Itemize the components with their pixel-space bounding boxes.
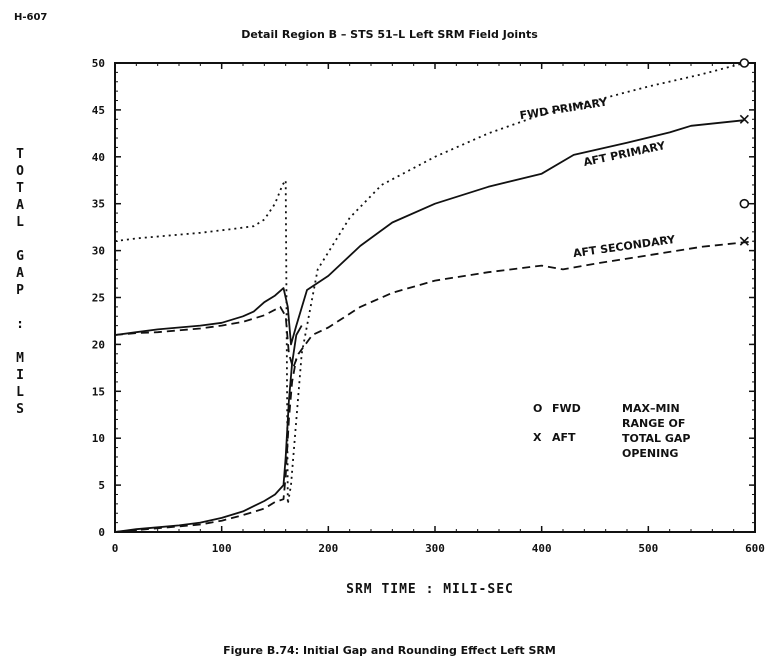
series-initial-3 bbox=[114, 325, 303, 533]
y-tick-label: 0 bbox=[98, 526, 105, 539]
series-lines bbox=[114, 62, 756, 533]
y-axis-label-char: L bbox=[16, 385, 24, 400]
legend: O FWD X AFT MAX–MIN RANGE OF TOTAL GAP OPENING bbox=[533, 402, 690, 460]
y-tick-label: 25 bbox=[92, 292, 105, 305]
x-tick-label: 0 bbox=[112, 542, 119, 555]
axes bbox=[114, 62, 756, 533]
y-tick-label: 40 bbox=[92, 151, 105, 164]
legend-note-line: RANGE OF bbox=[622, 417, 685, 430]
y-tick-label: 45 bbox=[92, 104, 105, 117]
range-markers bbox=[739, 58, 750, 246]
legend-note-line: MAX–MIN bbox=[622, 402, 680, 415]
y-axis-label-char: S bbox=[16, 402, 24, 417]
figure-caption: Figure B.74: Initial Gap and Rounding Ef… bbox=[223, 644, 556, 657]
y-axis-label-char: P bbox=[16, 283, 24, 298]
y-axis-label-char: T bbox=[16, 147, 24, 162]
aft-range-marker bbox=[739, 236, 749, 246]
legend-label: FWD bbox=[552, 402, 581, 415]
legend-symbol: X bbox=[533, 431, 542, 444]
fwd-range-marker bbox=[739, 198, 750, 209]
x-tick-label: 200 bbox=[318, 542, 338, 555]
y-axis-label-char: T bbox=[16, 181, 24, 196]
chart-title: Detail Region B – STS 51–L Left SRM Fiel… bbox=[241, 28, 538, 41]
y-tick-label: 10 bbox=[92, 432, 105, 445]
series-aft-secondary bbox=[114, 240, 756, 369]
aft-marker-stroke bbox=[739, 114, 749, 124]
y-axis-label-char: O bbox=[16, 164, 24, 179]
y-axis-label-char: A bbox=[16, 198, 24, 213]
y-axis-label-char: : bbox=[16, 317, 24, 332]
y-tick-label: 30 bbox=[92, 245, 105, 258]
x-tick-label: 100 bbox=[212, 542, 232, 555]
y-tick-label: 15 bbox=[92, 385, 105, 398]
x-tick-label: 400 bbox=[532, 542, 552, 555]
y-axis-label-char: I bbox=[16, 368, 24, 383]
x-tick-label: 600 bbox=[745, 542, 765, 555]
x-tick-label: 300 bbox=[425, 542, 445, 555]
fwd-range-marker bbox=[739, 58, 750, 68]
series-fwd-primary bbox=[114, 62, 745, 505]
y-axis-label-char: L bbox=[16, 215, 24, 230]
legend-label: AFT bbox=[552, 431, 576, 444]
y-tick-label: 35 bbox=[92, 198, 105, 211]
page-id: H-607 bbox=[14, 12, 48, 23]
legend-note-line: TOTAL GAP bbox=[622, 432, 690, 445]
aft-marker-stroke bbox=[739, 236, 749, 246]
y-tick-label: 20 bbox=[92, 338, 105, 351]
legend-symbol: O bbox=[533, 402, 542, 415]
aft-range-marker bbox=[739, 114, 749, 124]
series-label: FWD PRIMARY bbox=[519, 95, 609, 122]
y-axis-label-char: M bbox=[16, 351, 24, 366]
plot-frame bbox=[114, 62, 756, 533]
legend-note-line: OPENING bbox=[622, 447, 678, 460]
ticks: 0 100 200 300 400 500 600 0 5 10 15 20 25 30 35 40 45 50 bbox=[92, 57, 765, 555]
series-initial-4 bbox=[114, 358, 298, 533]
y-axis-label-char: G bbox=[16, 249, 24, 264]
x-tick-label: 500 bbox=[638, 542, 658, 555]
y-tick-label: 50 bbox=[92, 57, 105, 70]
x-axis-label: SRM TIME : MILI-SEC bbox=[346, 582, 514, 597]
series-aft-primary bbox=[114, 119, 745, 346]
series-label: AFT SECONDARY bbox=[572, 233, 677, 260]
y-tick-label: 5 bbox=[98, 479, 105, 492]
y-axis-label-char: A bbox=[16, 266, 24, 281]
